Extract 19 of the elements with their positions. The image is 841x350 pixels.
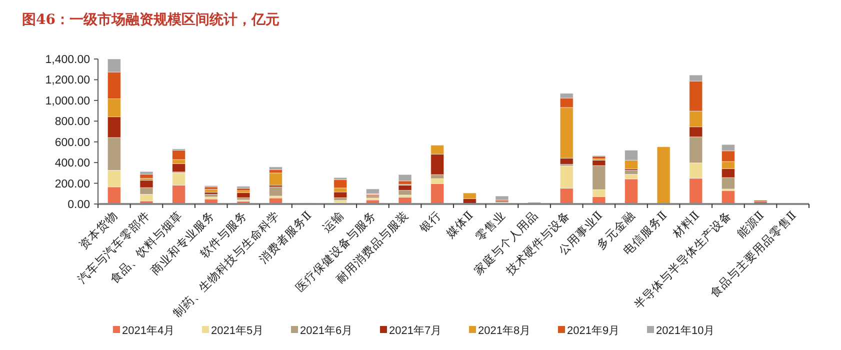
y-tick-label: 0.00 [68,199,90,211]
x-tick-label: 运输 [320,208,347,236]
legend-label: 2021年10月 [656,325,715,337]
x-tick-label: 银行 [416,208,444,236]
legend-label: 2021年7月 [389,325,442,337]
legend-label: 2021年4月 [122,325,175,337]
legend-label: 2021年5月 [211,325,264,337]
legend-label: 2021年9月 [567,325,620,337]
y-tick-label: 1,200.00 [45,74,90,87]
x-tick-label: 媒体Ⅱ [443,208,476,241]
y-tick-label: 200.00 [54,178,90,190]
chart-title: 图46：一级市场融资规模区间统计，亿元 [22,11,280,28]
legend-label: 2021年8月 [478,325,531,337]
y-tick-label: 1,400.00 [45,54,90,66]
legend-label: 2021年6月 [300,325,353,337]
y-tick-label: 600.00 [54,136,90,149]
y-tick-label: 1,000.00 [45,95,90,108]
y-tick-label: 400.00 [54,158,90,170]
y-tick-label: 800.00 [54,116,90,128]
